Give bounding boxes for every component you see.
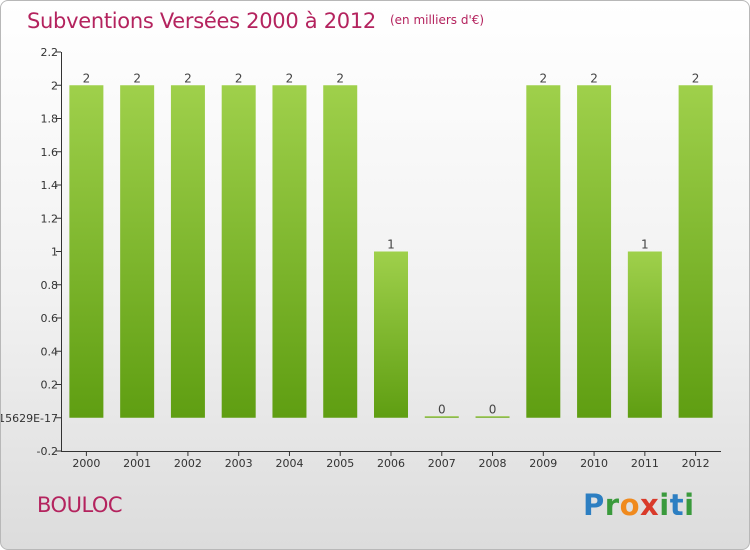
title-row: Subventions Versées 2000 à 2012 (en milli… [27,9,484,33]
y-tick-label: 1.8 [41,113,59,126]
x-tick-label: 2009 [529,457,557,470]
y-tick-label: 1.2 [41,212,59,225]
y-tick-label: 2.2 [41,46,59,59]
x-tick-label: 2011 [631,457,659,470]
x-tick-label: 2008 [479,457,507,470]
bar-value-label: 2 [133,71,141,85]
x-tick-label: 2001 [123,457,151,470]
x-tick-label: 2004 [275,457,303,470]
bars: 2 2 2 2 2 2 1 0 0 2 2 1 2 [69,71,713,418]
x-tick-label: 2006 [377,457,405,470]
bar-value-label: 1 [387,238,395,252]
proxiti-logo: Proxiti [583,488,695,522]
bar-value-label: 2 [590,71,598,85]
y-tick-label: 1 [51,246,58,259]
y-tick-label: -1.15629E-17 [1,412,58,425]
bar [577,85,612,418]
bar [475,416,510,418]
bar-value-label: 2 [184,71,192,85]
bar [526,85,561,418]
commune-name: BOULOC [37,493,123,517]
y-tick-label: 0.4 [41,345,59,358]
bar-value-label: 1 [641,238,649,252]
x-tick-label: 2010 [580,457,608,470]
y-tick-label: 1.4 [41,179,59,192]
y-tick-label: 1.6 [41,146,59,159]
x-tick-label: 2007 [428,457,456,470]
bar [272,85,307,418]
bar [323,85,358,418]
bar [627,251,662,418]
x-tick-label: 2000 [72,457,100,470]
bar-value-label: 2 [539,71,547,85]
bar [170,85,205,418]
x-tick-label: 2005 [326,457,354,470]
bar-value-label: 2 [83,71,91,85]
x-tick-label: 2003 [225,457,253,470]
y-axis-ticks: -0.2 -1.15629E-17 0.2 0.4 0.6 0.8 1 1.2 1.4 1.6 1.… [1,46,61,458]
chart-title: Subventions Versées 2000 à 2012 [27,9,376,33]
bar [221,85,256,418]
y-tick-label: -0.2 [37,445,58,458]
bar-value-label: 2 [692,71,700,85]
y-tick-label: 0.2 [41,379,59,392]
x-tick-label: 2002 [174,457,202,470]
y-tick-label: 0.6 [41,312,59,325]
bar [424,416,459,418]
chart-subtitle: (en milliers d'€) [389,13,485,27]
bar-value-label: 0 [438,402,446,416]
bar-value-label: 2 [286,71,294,85]
bar [69,85,104,418]
y-tick-label: 0.8 [41,279,59,292]
bar [374,251,408,418]
bar [120,85,155,418]
bar [678,85,713,418]
y-tick-label: 2 [51,79,58,92]
bar-value-label: 0 [489,402,497,416]
x-tick-label: 2012 [682,457,710,470]
bar-value-label: 2 [235,71,243,85]
bar-value-label: 2 [336,71,344,85]
x-axis-ticks: 2000 2001 2002 2003 2004 2005 2006 2007 2008 2009… [72,451,710,470]
